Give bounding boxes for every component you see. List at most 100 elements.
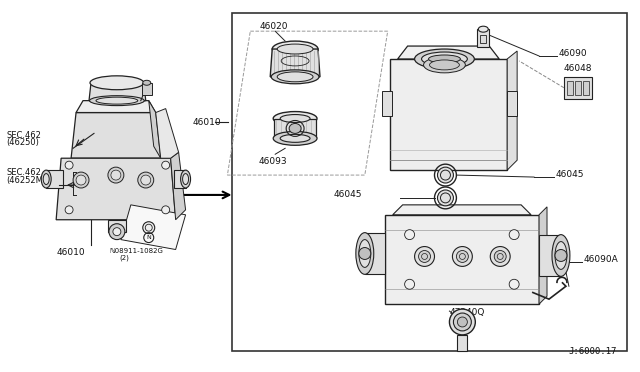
Bar — [381, 91, 392, 116]
Circle shape — [419, 250, 431, 262]
Ellipse shape — [273, 112, 317, 125]
Polygon shape — [148, 101, 161, 158]
Polygon shape — [385, 215, 539, 304]
Circle shape — [449, 309, 476, 335]
Ellipse shape — [415, 49, 474, 69]
Circle shape — [111, 170, 121, 180]
Bar — [142, 83, 152, 95]
Circle shape — [141, 175, 151, 185]
Circle shape — [458, 317, 467, 327]
Ellipse shape — [438, 167, 453, 183]
Circle shape — [109, 224, 125, 240]
Bar — [108, 220, 126, 232]
Polygon shape — [539, 235, 561, 276]
Ellipse shape — [277, 72, 313, 82]
Circle shape — [76, 175, 86, 185]
Polygon shape — [393, 205, 531, 215]
Polygon shape — [56, 158, 175, 220]
Ellipse shape — [182, 174, 189, 185]
Circle shape — [456, 250, 468, 262]
Polygon shape — [397, 46, 499, 59]
Polygon shape — [274, 119, 316, 138]
Ellipse shape — [180, 170, 191, 188]
Polygon shape — [390, 59, 507, 170]
Text: 47240Q: 47240Q — [449, 308, 485, 317]
Polygon shape — [46, 170, 63, 188]
Polygon shape — [121, 205, 186, 250]
Circle shape — [108, 167, 124, 183]
Circle shape — [113, 228, 121, 235]
Text: ℕ08911-1082G: ℕ08911-1082G — [109, 247, 163, 254]
Circle shape — [404, 279, 415, 289]
Text: (46250): (46250) — [6, 138, 39, 147]
Bar — [567, 81, 573, 95]
Text: SEC.462: SEC.462 — [6, 131, 41, 140]
Ellipse shape — [143, 80, 151, 85]
Ellipse shape — [277, 44, 313, 54]
Polygon shape — [539, 207, 547, 304]
Polygon shape — [156, 109, 179, 158]
Ellipse shape — [289, 124, 301, 134]
Bar — [477, 29, 489, 47]
Bar — [458, 335, 467, 351]
Ellipse shape — [272, 41, 318, 57]
Ellipse shape — [552, 235, 570, 276]
Polygon shape — [270, 49, 320, 77]
Text: 46048: 46048 — [564, 64, 593, 73]
Ellipse shape — [90, 76, 144, 90]
Text: (46252M): (46252M) — [6, 176, 47, 185]
Text: N: N — [147, 235, 151, 240]
Ellipse shape — [429, 60, 460, 70]
Circle shape — [509, 230, 519, 240]
Bar — [480, 35, 486, 43]
Ellipse shape — [359, 240, 371, 267]
Polygon shape — [89, 83, 146, 101]
Polygon shape — [507, 51, 517, 170]
Ellipse shape — [280, 115, 310, 122]
Bar — [583, 81, 589, 95]
Text: 46010: 46010 — [57, 247, 85, 257]
Text: 46010: 46010 — [193, 118, 221, 127]
Text: (2): (2) — [119, 254, 129, 261]
Ellipse shape — [271, 70, 319, 84]
Circle shape — [73, 172, 89, 188]
Ellipse shape — [356, 232, 374, 274]
Circle shape — [143, 222, 155, 234]
Ellipse shape — [478, 26, 488, 32]
Ellipse shape — [44, 174, 49, 185]
Bar — [564, 77, 592, 99]
Ellipse shape — [41, 170, 51, 188]
Text: J:6000.17: J:6000.17 — [569, 347, 618, 356]
Ellipse shape — [90, 96, 144, 106]
Ellipse shape — [96, 97, 138, 104]
Circle shape — [162, 161, 170, 169]
Circle shape — [509, 279, 519, 289]
Ellipse shape — [280, 134, 310, 142]
Circle shape — [555, 250, 567, 262]
Circle shape — [65, 206, 73, 214]
Ellipse shape — [424, 57, 465, 73]
Circle shape — [359, 247, 371, 259]
Text: SEC.462: SEC.462 — [6, 168, 41, 177]
Polygon shape — [171, 152, 186, 220]
Ellipse shape — [273, 131, 317, 145]
Text: 46090A: 46090A — [584, 255, 619, 264]
Ellipse shape — [438, 190, 453, 206]
Text: 46045: 46045 — [333, 190, 362, 199]
Circle shape — [460, 253, 465, 259]
Ellipse shape — [422, 52, 467, 66]
Circle shape — [65, 161, 73, 169]
Ellipse shape — [429, 55, 460, 63]
Circle shape — [415, 247, 435, 266]
Text: 46045: 46045 — [556, 170, 584, 179]
Polygon shape — [173, 170, 186, 188]
Bar — [575, 81, 581, 95]
Circle shape — [138, 172, 154, 188]
Bar — [232, 13, 627, 351]
Polygon shape — [365, 232, 385, 274]
Circle shape — [404, 230, 415, 240]
Circle shape — [494, 250, 506, 262]
Text: 46093: 46093 — [259, 157, 287, 166]
Circle shape — [453, 313, 471, 331]
Polygon shape — [71, 113, 161, 158]
